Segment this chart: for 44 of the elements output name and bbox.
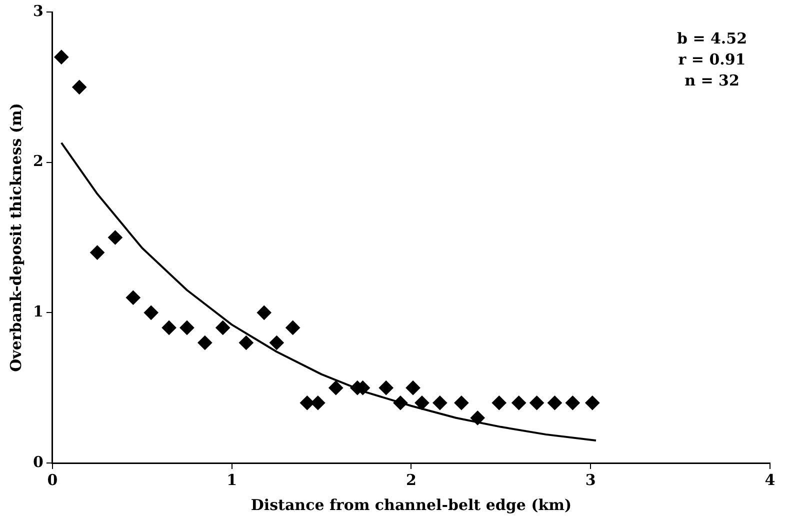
- y-axis-title: Overbank-deposit thickness (m): [6, 103, 25, 372]
- point: [393, 396, 408, 410]
- point: [300, 396, 314, 410]
- point: [239, 336, 254, 350]
- y-tick-label: 2: [33, 152, 44, 170]
- point: [90, 246, 104, 260]
- x-tick-label: 4: [764, 470, 776, 489]
- y-tick-label: 3: [33, 2, 44, 20]
- point: [257, 306, 272, 320]
- point: [470, 410, 485, 425]
- annotation: r = 0.91: [678, 50, 746, 68]
- point: [414, 396, 429, 410]
- point: [328, 380, 343, 395]
- point: [548, 396, 562, 410]
- point: [454, 396, 468, 410]
- point: [162, 320, 176, 335]
- y-tick-label: 1: [33, 302, 44, 321]
- annotation: n = 32: [684, 71, 740, 90]
- point: [126, 290, 140, 305]
- y-tick-label: 0: [33, 452, 44, 471]
- point: [566, 396, 580, 410]
- point: [270, 336, 284, 350]
- annotation: b = 4.52: [676, 29, 748, 48]
- point: [108, 230, 122, 244]
- point: [216, 320, 230, 335]
- point: [432, 396, 447, 410]
- point: [585, 396, 600, 410]
- point: [180, 320, 194, 335]
- point: [286, 320, 300, 335]
- point: [198, 336, 212, 350]
- x-tick-label: 0: [47, 470, 58, 489]
- point: [54, 50, 68, 64]
- point: [492, 396, 506, 410]
- point: [406, 380, 420, 395]
- x-axis-title: Distance from channel-belt edge (km): [250, 496, 572, 514]
- point: [530, 396, 544, 410]
- x-tick-label: 2: [406, 470, 416, 489]
- x-tick-label: 3: [585, 470, 596, 489]
- point: [144, 306, 158, 320]
- point: [512, 396, 526, 410]
- point: [310, 396, 325, 410]
- x-tick-label: 1: [226, 470, 238, 489]
- point: [72, 80, 86, 94]
- point: [379, 380, 394, 395]
